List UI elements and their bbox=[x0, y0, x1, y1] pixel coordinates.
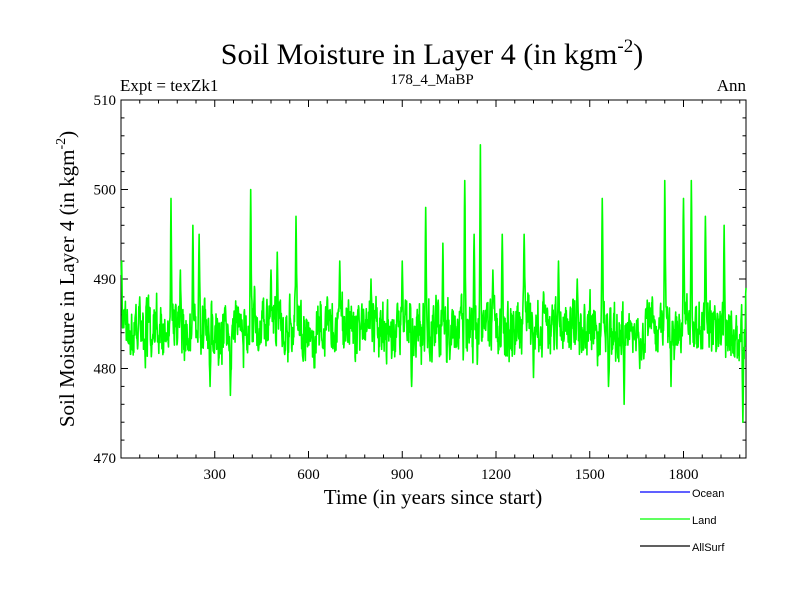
legend-label-land: Land bbox=[692, 515, 716, 527]
x-axis-label: Time (in years since start) bbox=[324, 485, 543, 509]
series-line-land bbox=[120, 143, 747, 423]
x-tick-label: 300 bbox=[204, 467, 227, 483]
x-tick-label: 1500 bbox=[575, 467, 605, 483]
y-tick-label: 500 bbox=[94, 183, 117, 199]
y-tick-label: 510 bbox=[94, 93, 117, 109]
x-tick-label: 900 bbox=[391, 467, 414, 483]
experiment-label: Expt = texZk1 bbox=[120, 76, 218, 95]
y-tick-label: 470 bbox=[94, 451, 117, 467]
plot-frame bbox=[120, 99, 747, 459]
subtitle-label: 178_4_MaBP bbox=[390, 72, 473, 88]
legend: Ocean Land AllSurf bbox=[640, 488, 725, 554]
axis-ticks: 300 600 900 1200 1500 1800 470 480 490 500 510 bbox=[94, 93, 746, 483]
chart-title: Soil Moisture in Layer 4 (in kgm-2) bbox=[221, 36, 643, 71]
y-tick-label: 490 bbox=[94, 272, 117, 288]
legend-label-allsurf: AllSurf bbox=[692, 542, 725, 554]
x-tick-label: 600 bbox=[297, 467, 320, 483]
x-tick-label: 1200 bbox=[481, 467, 511, 483]
legend-label-ocean: Ocean bbox=[692, 488, 724, 500]
y-axis-label: Soil Moisture in Layer 4 (in kgm-2) bbox=[54, 131, 79, 427]
season-label: Ann bbox=[717, 76, 747, 95]
y-tick-label: 480 bbox=[94, 362, 117, 378]
x-tick-label: 1800 bbox=[669, 467, 699, 483]
